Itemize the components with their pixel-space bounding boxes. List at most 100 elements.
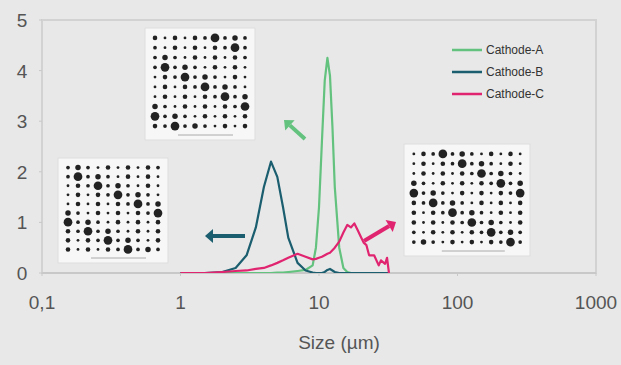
inset-particle <box>76 202 81 207</box>
inset-particle <box>244 66 247 69</box>
inset-particle <box>519 172 522 175</box>
inset-particle <box>211 34 220 43</box>
inset-particle <box>460 171 465 176</box>
x-tick <box>596 273 597 276</box>
inset-particle <box>412 240 416 244</box>
inset-particle <box>450 230 455 235</box>
inset-particle <box>145 247 151 253</box>
inset-particle <box>499 153 502 156</box>
legend-label: Cathode-A <box>486 43 543 57</box>
inset-particle <box>499 210 504 215</box>
inset-particle <box>163 75 168 80</box>
inset-particle <box>441 201 445 205</box>
inset-particle <box>490 202 493 205</box>
inset-particle <box>76 220 80 224</box>
inset-particle <box>153 65 157 69</box>
inset-particle <box>147 230 150 233</box>
inset-particle <box>213 75 217 79</box>
inset-particle <box>183 124 187 128</box>
series-line <box>181 223 389 273</box>
inset-particle <box>162 55 168 61</box>
y-tick-label: 0 <box>17 263 28 284</box>
inset-particle <box>432 182 435 185</box>
inset-particle <box>146 202 150 206</box>
inset-particle <box>154 209 163 218</box>
inset-particle <box>214 105 217 108</box>
inset-particle <box>233 55 238 60</box>
inset-particle <box>66 247 71 252</box>
inset-particle <box>489 172 493 176</box>
inset-particle <box>87 212 90 215</box>
x-tick <box>180 273 181 276</box>
inset-particle <box>126 184 130 188</box>
inset-particle <box>412 220 417 225</box>
inset-particle <box>470 152 474 156</box>
inset-particle <box>156 166 160 170</box>
inset-particle <box>87 193 90 196</box>
inset-particle <box>204 56 207 59</box>
inset-particle <box>116 248 120 252</box>
inset-particle <box>422 231 425 234</box>
inset-particle <box>470 182 473 185</box>
inset-particle <box>86 175 90 179</box>
inset-particle <box>509 172 513 176</box>
inset-particle <box>441 181 446 186</box>
x-tick <box>319 273 320 276</box>
inset-particle <box>431 210 436 215</box>
inset-particle <box>469 210 475 216</box>
inset-particle <box>499 201 504 206</box>
inset-particle <box>154 95 157 98</box>
inset-particle <box>422 181 426 185</box>
y-tick-label: 3 <box>17 111 28 132</box>
inset-caption-bar <box>91 258 146 259</box>
inset-particle <box>67 193 70 196</box>
inset-particle <box>74 172 83 181</box>
inset-particle <box>516 189 525 198</box>
inset-particle <box>106 165 111 170</box>
inset-particle <box>77 248 80 251</box>
inset-particle <box>490 211 493 214</box>
inset-particle <box>107 221 110 224</box>
inset-particle <box>153 56 157 60</box>
inset-particle <box>441 161 446 166</box>
inset-particle <box>204 46 207 49</box>
inset-particle <box>127 221 130 224</box>
inset-particle <box>147 239 150 242</box>
inset-particle <box>135 192 141 198</box>
inset-particle <box>421 152 426 157</box>
inset-particle <box>171 122 180 131</box>
inset-particle <box>157 184 160 187</box>
inset-particle <box>243 56 247 60</box>
inset-particle <box>509 181 513 185</box>
inset-particle <box>412 172 415 175</box>
x-tick-label: 1000 <box>575 292 617 313</box>
y-tick-label: 5 <box>17 10 28 31</box>
inset-particle <box>422 201 426 205</box>
y-tick-label: 4 <box>17 61 28 82</box>
x-tick-label: 100 <box>442 292 474 313</box>
legend: Cathode-ACathode-BCathode-C <box>452 43 544 101</box>
inset-particle <box>411 181 417 187</box>
inset-particle <box>193 36 198 41</box>
inset-particle <box>519 162 522 165</box>
inset-particle <box>201 83 210 92</box>
inset-particle <box>508 230 514 236</box>
inset-particle <box>157 175 160 178</box>
legend-swatch <box>452 49 482 52</box>
inset-particle <box>519 153 522 156</box>
inset-particle <box>233 105 237 109</box>
inset-particle <box>96 193 101 198</box>
inset-particle <box>431 230 436 235</box>
inset-particle <box>422 211 425 214</box>
inset-particle <box>126 174 131 179</box>
inset-particle <box>477 169 486 178</box>
inset-particle <box>96 239 100 243</box>
inset-particle <box>460 181 465 186</box>
inset-particle <box>479 161 485 167</box>
inset-particle <box>224 66 227 69</box>
inset-particle <box>114 191 123 200</box>
inset-particle <box>509 202 512 205</box>
inset-caption-bar <box>442 251 505 252</box>
inset-particle <box>163 105 167 109</box>
inset-particle <box>77 239 80 242</box>
